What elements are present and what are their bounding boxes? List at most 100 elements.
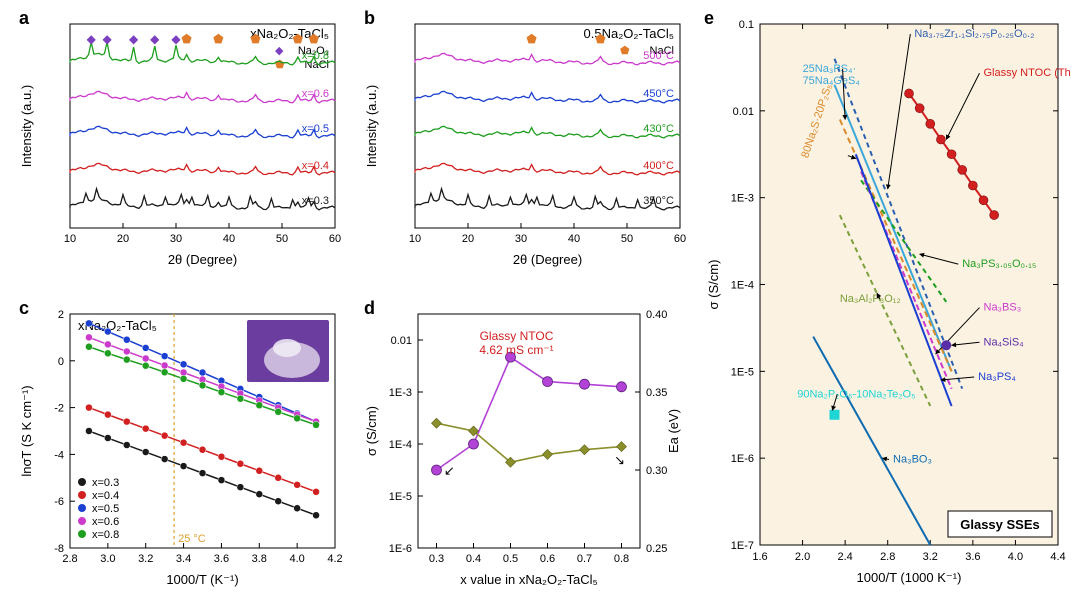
svg-text:Glassy NTOC: Glassy NTOC: [480, 329, 554, 343]
svg-text:1E-5: 1E-5: [731, 366, 754, 378]
svg-text:500°C: 500°C: [643, 50, 674, 62]
svg-text:0.40: 0.40: [646, 309, 667, 321]
svg-text:Na₄SiS₄: Na₄SiS₄: [984, 336, 1025, 348]
svg-text:0.25: 0.25: [646, 543, 667, 555]
svg-text:60: 60: [674, 233, 686, 245]
svg-text:0.1: 0.1: [739, 19, 754, 31]
panel-d-svg: 0.30.40.50.60.70.81E-61E-51E-41E-30.010.…: [360, 300, 690, 590]
svg-text:Na₃BO₃: Na₃BO₃: [893, 454, 932, 466]
svg-text:x=0.4: x=0.4: [92, 490, 119, 502]
panel-b-svg: 1020304050602θ (Degree)Intensity (a.u.)0…: [360, 10, 690, 270]
svg-text:x=0.3: x=0.3: [92, 477, 119, 489]
panel-b: b 1020304050602θ (Degree)Intensity (a.u.…: [360, 10, 690, 270]
svg-text:x=0.5: x=0.5: [92, 503, 119, 515]
svg-text:2θ (Degree): 2θ (Degree): [168, 252, 237, 267]
svg-text:Intensity (a.u.): Intensity (a.u.): [364, 85, 379, 167]
svg-text:1E-7: 1E-7: [731, 540, 754, 552]
svg-text:Ea (eV): Ea (eV): [666, 409, 681, 453]
svg-text:↘: ↘: [614, 453, 625, 468]
svg-text:x value in xNa₂O₂-TaCl₅: x value in xNa₂O₂-TaCl₅: [460, 572, 597, 587]
svg-text:2.8: 2.8: [880, 551, 895, 563]
svg-text:Na₃Al₂P₃O₁₂: Na₃Al₂P₃O₁₂: [840, 293, 901, 305]
svg-text:40: 40: [223, 233, 235, 245]
svg-text:x=0.3: x=0.3: [302, 195, 329, 207]
svg-text:1000/T (K⁻¹): 1000/T (K⁻¹): [166, 572, 238, 587]
svg-text:350°C: 350°C: [643, 195, 674, 207]
panel-d-label: d: [364, 298, 375, 319]
svg-text:x=0.8: x=0.8: [302, 50, 329, 62]
svg-text:1E-6: 1E-6: [389, 543, 412, 555]
svg-text:1.6: 1.6: [752, 551, 767, 563]
svg-text:3.2: 3.2: [923, 551, 938, 563]
svg-text:2.4: 2.4: [837, 551, 852, 563]
svg-text:x=0.8: x=0.8: [92, 529, 119, 541]
svg-text:σ (S/cm): σ (S/cm): [706, 260, 721, 310]
svg-text:⬟: ⬟: [595, 32, 606, 46]
svg-text:3.6: 3.6: [965, 551, 980, 563]
panel-c: c 2.83.03.23.43.63.84.04.2-8-6-4-2021000…: [15, 300, 345, 590]
svg-text:4.0: 4.0: [1008, 551, 1023, 563]
svg-text:2: 2: [58, 309, 64, 321]
svg-text:50: 50: [621, 233, 633, 245]
svg-text:3.6: 3.6: [214, 553, 229, 565]
svg-text:3.4: 3.4: [176, 553, 191, 565]
svg-text:σ (S/cm): σ (S/cm): [364, 406, 379, 456]
svg-text:20: 20: [117, 233, 129, 245]
svg-text:60: 60: [329, 233, 341, 245]
svg-text:-4: -4: [54, 449, 64, 461]
panel-a-label: a: [19, 8, 29, 29]
svg-text:3.0: 3.0: [100, 553, 115, 565]
svg-text:4.4: 4.4: [1050, 551, 1065, 563]
svg-text:30: 30: [170, 233, 182, 245]
panel-e: e 1.62.02.42.83.23.64.04.41E-71E-61E-51E…: [700, 10, 1070, 590]
svg-text:◆: ◆: [275, 45, 284, 57]
svg-text:◆: ◆: [150, 32, 160, 46]
svg-text:x=0.6: x=0.6: [92, 516, 119, 528]
svg-text:0.5: 0.5: [503, 553, 518, 565]
svg-text:3.2: 3.2: [138, 553, 153, 565]
svg-text:50: 50: [276, 233, 288, 245]
svg-text:0.8: 0.8: [614, 553, 629, 565]
svg-text:Glassy NTOC (This work): Glassy NTOC (This work): [984, 67, 1071, 79]
svg-text:Intensity (a.u.): Intensity (a.u.): [19, 85, 34, 167]
svg-text:90Na₂P₂O₆-10Na₂Te₂O₅: 90Na₂P₂O₆-10Na₂Te₂O₅: [797, 388, 915, 400]
svg-text:40: 40: [568, 233, 580, 245]
svg-text:Glassy SSEs: Glassy SSEs: [960, 517, 1040, 532]
svg-text:430°C: 430°C: [643, 123, 674, 135]
svg-text:3.8: 3.8: [252, 553, 267, 565]
svg-text:0.3: 0.3: [429, 553, 444, 565]
svg-text:↙: ↙: [444, 463, 455, 478]
svg-text:4.2: 4.2: [327, 553, 342, 565]
svg-text:⬟: ⬟: [213, 32, 224, 46]
panel-b-label: b: [364, 8, 375, 29]
svg-text:⬟: ⬟: [293, 32, 304, 46]
svg-text:Na₃.₇₅Zr₁.₁Si₂.₇₅P₀.₂₅O₀.₂: Na₃.₇₅Zr₁.₁Si₂.₇₅P₀.₂₅O₀.₂: [914, 28, 1034, 40]
svg-text:20: 20: [462, 233, 474, 245]
panel-d: d 0.30.40.50.60.70.81E-61E-51E-41E-30.01…: [360, 300, 690, 590]
panel-e-svg: 1.62.02.42.83.23.64.04.41E-71E-61E-51E-4…: [700, 10, 1070, 590]
svg-text:400°C: 400°C: [643, 160, 674, 172]
svg-text:2.0: 2.0: [795, 551, 810, 563]
svg-text:0.01: 0.01: [733, 106, 754, 118]
svg-text:⬟: ⬟: [250, 32, 261, 46]
panel-a-svg: 10 20 30 40 50 60 2θ (Degree) Intensity (a.u.) x…: [15, 10, 345, 270]
svg-text:◆: ◆: [171, 32, 181, 46]
svg-text:25 °C: 25 °C: [178, 533, 206, 545]
panel-e-label: e: [704, 8, 714, 29]
svg-text:10: 10: [64, 233, 76, 245]
svg-text:Na₃PS₃.₀₅O₀.₁₅: Na₃PS₃.₀₅O₀.₁₅: [962, 258, 1036, 270]
svg-text:0.7: 0.7: [577, 553, 592, 565]
svg-text:1000/T (1000 K⁻¹): 1000/T (1000 K⁻¹): [857, 570, 962, 585]
panel-a: a 10 20 30 40 50 60 2θ (Degree) Intensity (a.u.…: [15, 10, 345, 270]
svg-text:◆: ◆: [102, 32, 112, 46]
svg-text:◆: ◆: [129, 32, 139, 46]
svg-text:4.0: 4.0: [289, 553, 304, 565]
svg-text:0.4: 0.4: [466, 553, 481, 565]
svg-text:⬟: ⬟: [620, 45, 630, 57]
svg-text:1E-3: 1E-3: [389, 387, 412, 399]
svg-text:30: 30: [515, 233, 527, 245]
svg-text:1E-3: 1E-3: [731, 193, 754, 205]
svg-text:25Na₃PS₄·: 25Na₃PS₄·: [803, 63, 857, 75]
svg-text:Na₃BS₃: Na₃BS₃: [984, 302, 1022, 314]
svg-text:0: 0: [58, 356, 64, 368]
